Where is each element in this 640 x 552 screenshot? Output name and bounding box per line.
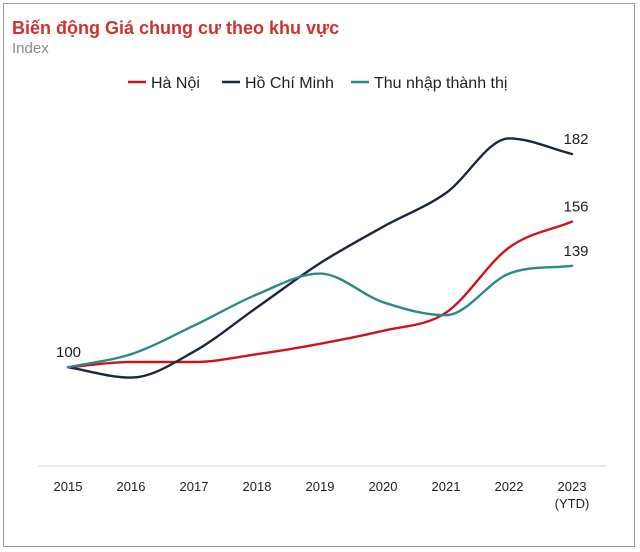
x-tick-label: 2020 — [369, 479, 398, 494]
x-tick-label: 2018 — [243, 479, 272, 494]
legend-label-thu-nhap-thanh-thi: Thu nhập thành thị — [374, 75, 507, 92]
legend-label-ha-noi: Hà Nội — [151, 75, 200, 92]
series-line-ha-noi — [66, 220, 574, 369]
legend: Hà Nội Hồ Chí Minh Thu nhập thành thị — [128, 75, 507, 92]
x-tick-label: 2015 — [54, 479, 83, 494]
series-line-ho-chi-minh — [66, 137, 574, 379]
data-label: 139 — [563, 243, 588, 260]
x-tick-sublabel: (YTD) — [555, 496, 590, 511]
x-tick-label: 2022 — [495, 479, 524, 494]
data-label: 100 — [56, 344, 81, 361]
x-tick-label: 2017 — [180, 479, 209, 494]
x-tick-label: 2019 — [306, 479, 335, 494]
data-label: 156 — [563, 199, 588, 216]
chart-frame — [3, 3, 635, 547]
x-tick-label: 2021 — [432, 479, 461, 494]
x-tick-label: 2023 — [558, 479, 587, 494]
legend-label-ho-chi-minh: Hồ Chí Minh — [245, 75, 334, 92]
series-group — [66, 137, 574, 379]
x-tick-label: 2016 — [117, 479, 146, 494]
x-axis-ticks: 2015 2016 2017 2018 2019 2020 2021 2022 2023 (YTD… — [54, 479, 590, 511]
series-line-thu-nhap-thanh-thi — [66, 264, 574, 369]
chart-title: Biến động Giá chung cư theo khu vực — [12, 18, 340, 38]
data-label: 182 — [563, 131, 588, 148]
data-labels: 100 182 156 139 — [56, 131, 589, 361]
chart-subtitle: Index — [12, 40, 49, 57]
